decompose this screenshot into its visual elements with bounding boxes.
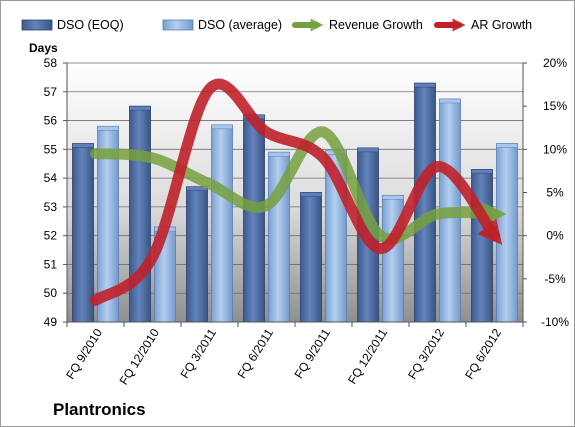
left-tick-label: 55 — [44, 142, 58, 156]
x-tick-label: FQ 12/2010 — [117, 326, 163, 387]
left-axis-title: Days — [29, 41, 58, 55]
right-tick-label: -5% — [544, 272, 566, 286]
legend: DSO (EOQ) DSO (average) Revenue Growth AR G… — [21, 18, 532, 32]
bar-cap-dso-eoq — [300, 192, 322, 197]
left-tick-label: 54 — [44, 171, 58, 185]
left-tick-label: 50 — [44, 286, 58, 300]
bar-cap-dso-eoq — [357, 147, 379, 153]
x-tick-label: FQ 3/2012 — [405, 326, 447, 382]
bar-dso-eoq — [243, 114, 265, 323]
bar-cap-dso-average — [439, 98, 461, 104]
company-name: Plantronics — [53, 400, 146, 419]
bar-dso-eoq — [471, 169, 493, 323]
bar-cap-dso-eoq — [471, 169, 493, 174]
legend-swatch-dso-eoq — [21, 19, 53, 31]
left-tick-label: 49 — [44, 315, 58, 329]
left-tick-label: 51 — [44, 257, 58, 271]
bar-dso-eoq — [300, 192, 322, 323]
right-tick-label: 10% — [543, 142, 567, 156]
bar-cap-dso-average — [97, 126, 119, 131]
bar-dso-eoq — [72, 143, 94, 323]
bar-cap-dso-eoq — [72, 143, 94, 148]
left-tick-label: 52 — [44, 229, 58, 243]
bar-dso-average — [211, 124, 233, 323]
bar-dso-average — [496, 143, 518, 323]
bar-cap-dso-eoq — [129, 105, 151, 111]
right-tick-label: 20% — [543, 56, 567, 70]
x-tick-label: FQ 9/2011 — [292, 326, 334, 381]
right-tick-label: -10% — [541, 315, 569, 329]
legend-swatch-dso-average — [162, 19, 194, 31]
left-tick-label: 53 — [44, 200, 58, 214]
left-tick-label: 58 — [44, 56, 58, 70]
bar-cap-dso-average — [211, 124, 233, 130]
legend-label: AR Growth — [471, 18, 532, 32]
left-tick-label: 57 — [44, 85, 58, 99]
bar-cap-dso-average — [496, 143, 518, 148]
x-tick-label: FQ 6/2011 — [235, 326, 277, 381]
right-tick-label: 15% — [543, 99, 567, 113]
legend-label: Revenue Growth — [329, 18, 423, 32]
legend-label: DSO (EOQ) — [57, 18, 124, 32]
ar-growth-line — [90, 78, 503, 306]
bar-cap-dso-eoq — [414, 82, 436, 88]
legend-label: DSO (average) — [198, 18, 282, 32]
right-tick-label: 5% — [546, 186, 564, 200]
right-tick-label: 0% — [546, 229, 564, 243]
bar-cap-dso-average — [382, 195, 404, 200]
x-tick-label: FQ 12/2011 — [345, 326, 390, 387]
bar-dso-eoq — [129, 105, 151, 323]
growth-lines — [90, 78, 507, 306]
bar-cap-dso-average — [268, 151, 290, 157]
bar-dso-eoq — [186, 186, 208, 323]
x-tick-label: FQ 3/2011 — [178, 326, 220, 381]
x-tick-label: FQ 6/2012 — [462, 326, 504, 382]
left-tick-label: 56 — [44, 114, 58, 128]
x-tick-label: FQ 9/2010 — [63, 326, 105, 382]
